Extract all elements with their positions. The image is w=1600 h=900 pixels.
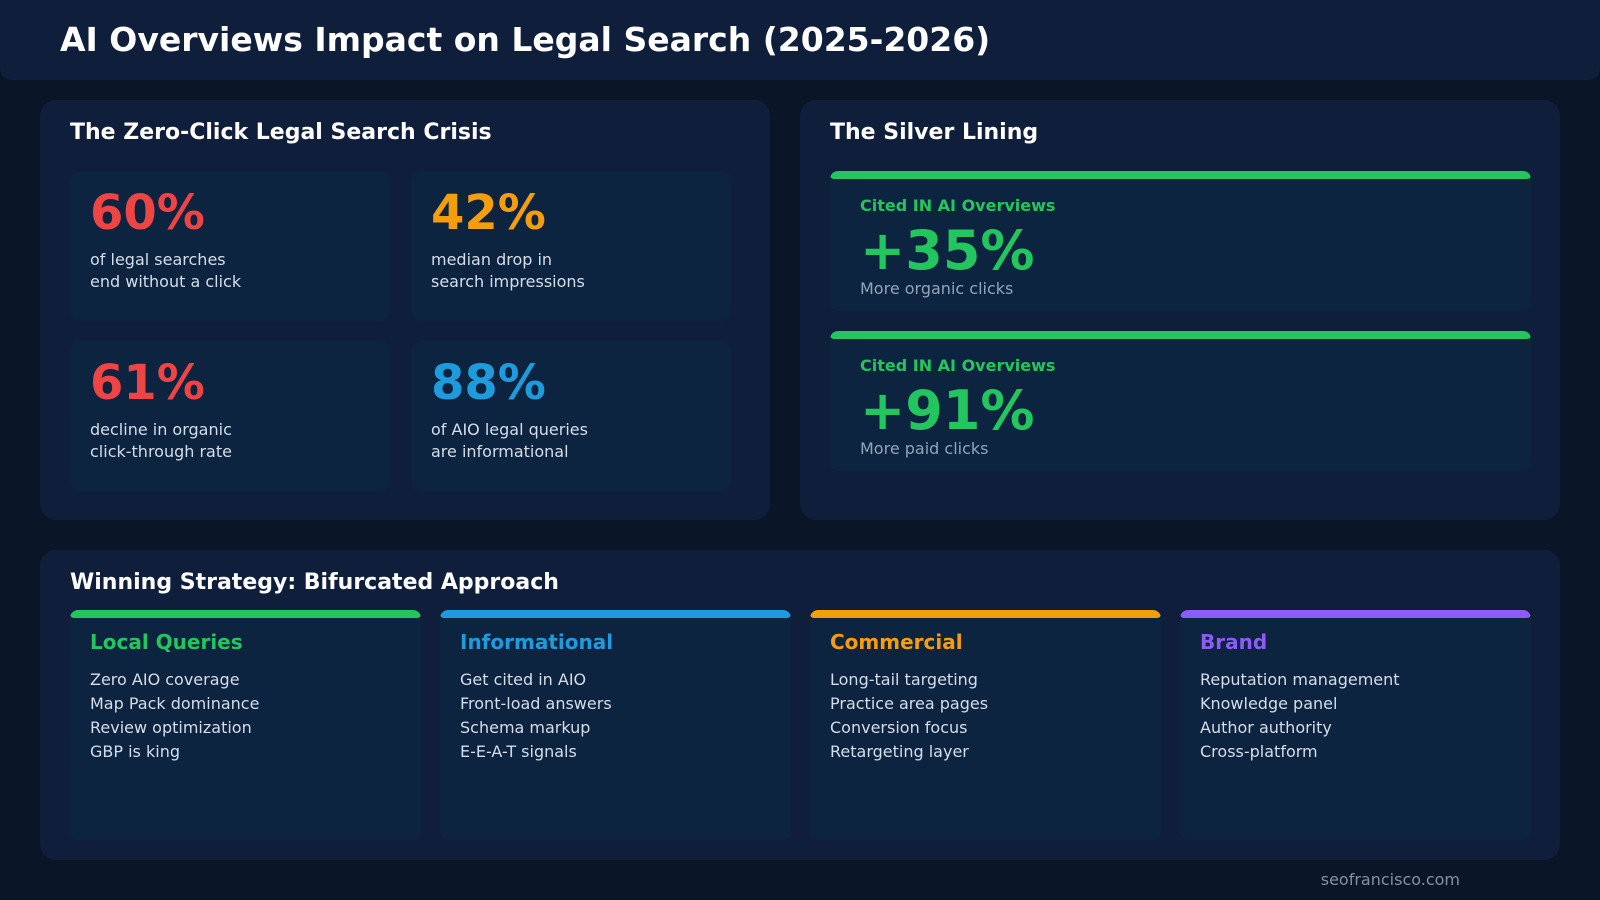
accent-bar	[830, 331, 1531, 339]
column-list: Get cited in AIO Front-load answers Schema…	[460, 668, 612, 764]
crisis-panel: The Zero-Click Legal Search Crisis 60% of…	[40, 100, 770, 520]
list-item: Reputation management	[1200, 670, 1400, 689]
silver-card: Cited IN AI Overviews +91% More paid click…	[830, 331, 1531, 471]
silver-value: +91%	[860, 379, 1035, 442]
stat-value: 42%	[431, 185, 546, 241]
column-title: Informational	[460, 630, 614, 654]
stat-card: 60% of legal searches end without a click	[70, 171, 390, 321]
list-item: Practice area pages	[830, 694, 989, 713]
list-item: Long-tail targeting	[830, 670, 978, 689]
list-item: Retargeting layer	[830, 742, 969, 761]
silver-heading: The Silver Lining	[830, 120, 1039, 145]
page-title: AI Overviews Impact on Legal Search (202…	[60, 20, 991, 59]
list-item: E-E-A-T signals	[460, 742, 577, 761]
list-item: Conversion focus	[830, 718, 968, 737]
list-item: Map Pack dominance	[90, 694, 260, 713]
column-list: Reputation management Knowledge panel Auth…	[1200, 668, 1400, 764]
column-title: Commercial	[830, 630, 963, 654]
silver-sub: More organic clicks	[860, 279, 1014, 298]
stat-card: 42% median drop in search impressions	[411, 171, 731, 321]
list-item: Get cited in AIO	[460, 670, 587, 689]
list-item: Zero AIO coverage	[90, 670, 240, 689]
list-item: Author authority	[1200, 718, 1332, 737]
accent-bar	[440, 610, 791, 618]
stat-card: 88% of AIO legal queries are informational	[411, 341, 731, 491]
column-title: Local Queries	[90, 630, 243, 654]
stat-value: 60%	[90, 185, 205, 241]
list-item: Knowledge panel	[1200, 694, 1338, 713]
strategy-column: Commercial Long-tail targeting Practice ar…	[810, 610, 1161, 840]
stat-description: median drop in search impressions	[431, 250, 585, 291]
column-list: Zero AIO coverage Map Pack dominance Revie…	[90, 668, 259, 764]
stat-description: decline in organic click-through rate	[90, 420, 232, 461]
silver-value: +35%	[860, 219, 1035, 282]
silver-sub: More paid clicks	[860, 439, 989, 458]
silver-label: Cited IN AI Overviews	[860, 196, 1056, 215]
accent-bar	[810, 610, 1161, 618]
footer-source: seofrancisco.com	[1320, 870, 1460, 889]
list-item: GBP is king	[90, 742, 180, 761]
list-item: Front-load answers	[460, 694, 612, 713]
strategy-heading: Winning Strategy: Bifurcated Approach	[70, 570, 559, 595]
silver-card: Cited IN AI Overviews +35% More organic cl…	[830, 171, 1531, 311]
column-title: Brand	[1200, 630, 1268, 654]
stat-card: 61% decline in organic click-through rate	[70, 341, 390, 491]
stat-description: of legal searches end without a click	[90, 250, 242, 291]
header: AI Overviews Impact on Legal Search (202…	[0, 0, 1600, 80]
silver-lining-panel: The Silver Lining Cited IN AI Overviews +…	[800, 100, 1560, 520]
stat-value: 88%	[431, 355, 546, 411]
accent-bar	[830, 171, 1531, 179]
strategy-column: Informational Get cited in AIO Front-load …	[440, 610, 791, 840]
accent-bar	[70, 610, 421, 618]
stat-value: 61%	[90, 355, 205, 411]
strategy-column: Brand Reputation management Knowledge pane…	[1180, 610, 1531, 840]
strategy-column: Local Queries Zero AIO coverage Map Pack d…	[70, 610, 421, 840]
list-item: Cross-platform	[1200, 742, 1318, 761]
strategy-panel: Winning Strategy: Bifurcated Approach Lo…	[40, 550, 1560, 860]
list-item: Review optimization	[90, 718, 252, 737]
accent-bar	[1180, 610, 1531, 618]
list-item: Schema markup	[460, 718, 591, 737]
crisis-heading: The Zero-Click Legal Search Crisis	[70, 120, 492, 145]
column-list: Long-tail targeting Practice area pages Co…	[830, 668, 988, 764]
stat-description: of AIO legal queries are informational	[431, 420, 588, 461]
silver-label: Cited IN AI Overviews	[860, 356, 1056, 375]
